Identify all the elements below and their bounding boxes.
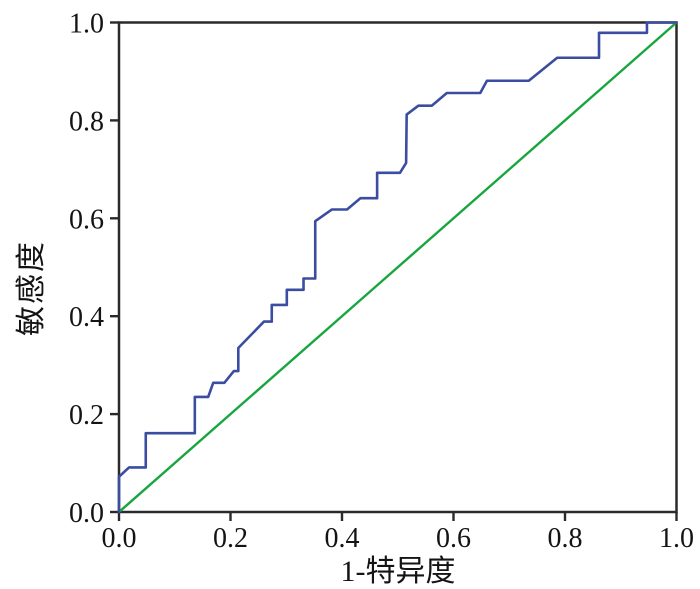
x-tick-label: 0.4 (325, 523, 360, 554)
x-tick-label: 0.6 (436, 523, 471, 554)
roc-curve (117, 21, 678, 514)
x-tick-label: 0.0 (102, 523, 137, 554)
reference-line (118, 21, 678, 513)
x-tick-label: 1.0 (659, 523, 694, 554)
y-tick-label: 0.0 (69, 498, 104, 529)
y-axis-title: 敏感度 (15, 240, 48, 336)
y-tick-label: 0.8 (69, 106, 104, 137)
y-tick-label: 0.2 (69, 400, 104, 431)
x-tick-label: 0.8 (548, 523, 583, 554)
x-tick-label: 0.2 (213, 523, 248, 554)
y-tick-label: 0.6 (69, 204, 104, 235)
y-tick-label: 0.4 (69, 302, 104, 333)
y-tick-label: 1.0 (69, 9, 104, 40)
x-axis-title: 1-特异度 (340, 555, 456, 588)
